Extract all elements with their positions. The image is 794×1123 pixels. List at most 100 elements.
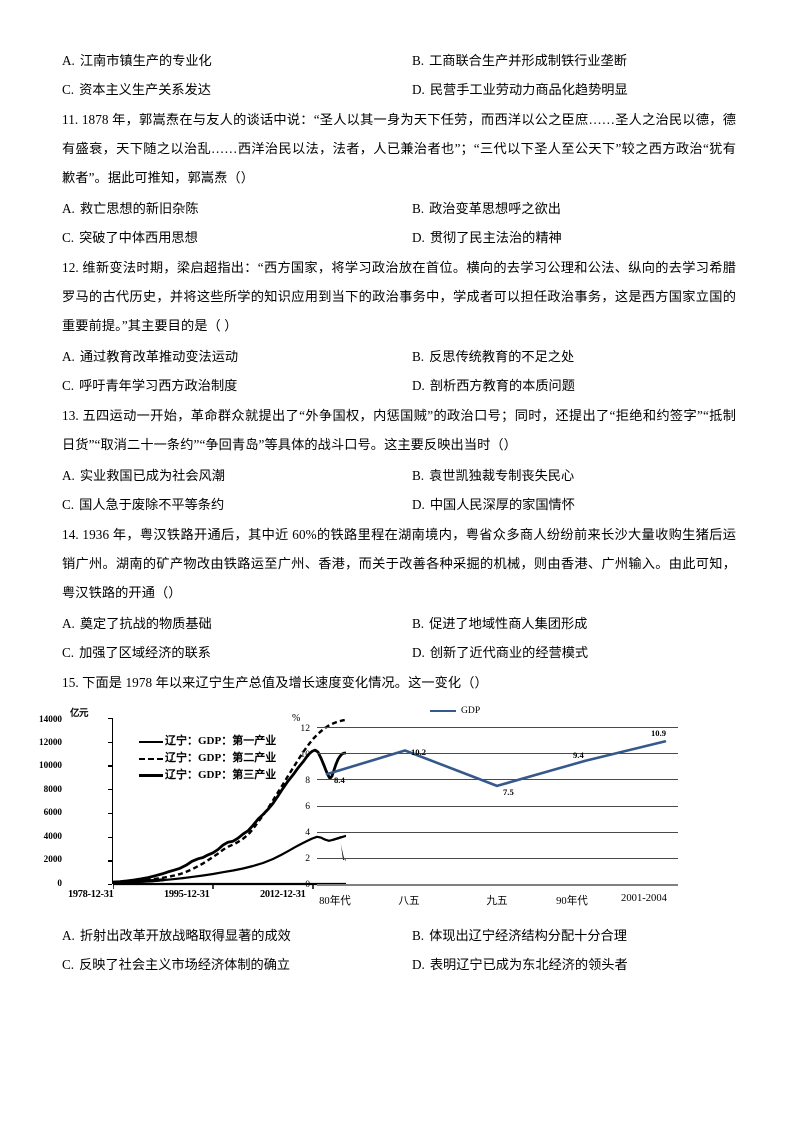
option-text: 体现出辽宁经济结构分配十分合理 [429,928,627,943]
y-tick-label: 0 [57,878,62,888]
question-block-q14: 14. 1936 年，粤汉铁路开通后，其中近 60%的铁路里程在湖南境内，粤省众… [62,520,736,667]
option-text: 表明辽宁已成为东北经济的领头者 [429,957,628,972]
option-key: A. [62,928,75,943]
question-stem: 12. 维新变法时期，梁启超指出：“西方国家，将学习政治放在首位。横向的去学习公… [62,260,736,333]
option-a[interactable]: A. 奠定了抗战的物质基础 [62,609,402,638]
option-d[interactable]: D. 创新了近代商业的经营模式 [402,638,736,667]
option-b[interactable]: B. 政治变革思想呼之欲出 [402,194,736,223]
option-text: 民营手工业劳动力商品化趋势明显 [429,82,628,97]
gridline [317,727,678,728]
option-key: D. [412,497,425,512]
option-row: C. 呼吁青年学习西方政治制度 D. 剖析西方教育的本质问题 [62,371,736,400]
option-text: 反映了社会主义市场经济体制的确立 [79,957,291,972]
gridline [317,805,678,807]
option-d[interactable]: D. 表明辽宁已成为东北经济的领头者 [402,950,736,979]
option-row: C. 突破了中体西用思想 D. 贯彻了民主法治的精神 [62,223,736,252]
option-key: D. [412,378,425,393]
question-block-q13: 13. 五四运动一开始，革命群众就提出了“外争国权，内惩国贼”的政治口号；同时，… [62,401,736,519]
y-tick-label: 2 [305,853,310,864]
option-text: 救亡思想的新旧杂陈 [79,201,199,216]
data-label: 8.4 [334,775,345,785]
x-tick-label: 1995-12-31 [164,889,210,900]
option-text: 折射出改革开放战略取得显著的成效 [79,928,291,943]
left-chart-lines [113,718,346,889]
y-tick [108,836,112,838]
option-text: 江南市镇生产的专业化 [79,53,212,68]
option-row: C. 资本主义生产关系发达 D. 民营手工业劳动力商品化趋势明显 [62,75,736,104]
x-tick-label: 八五 [398,896,420,907]
option-b[interactable]: B. 反思传统教育的不足之处 [402,342,736,371]
data-label: 10.9 [651,728,667,738]
option-a[interactable]: A. 救亡思想的新旧杂陈 [62,194,402,223]
option-a[interactable]: A. 实业救国已成为社会风潮 [62,461,402,490]
option-d[interactable]: D. 中国人民深厚的家国情怀 [402,490,736,519]
y-tick-label: 10000 [39,760,62,770]
option-a[interactable]: A. 折射出改革开放战略取得显著的成效 [62,921,402,950]
x-tick-label: 1978-12-31 [68,889,114,900]
option-key: D. [412,957,425,972]
y-tick [108,765,112,767]
option-text: 工商联合生产并形成制铁行业垄断 [429,53,627,68]
y-tick-label: 8 [305,775,310,786]
option-b[interactable]: B. 工商联合生产并形成制铁行业垄断 [402,46,736,75]
option-text: 袁世凯独裁专制丧失民心 [429,468,575,483]
gridline [317,857,678,859]
option-key: C. [62,82,75,97]
option-row: A. 通过教育改革推动变法运动 B. 反思传统教育的不足之处 [62,342,736,371]
option-text: 实业救国已成为社会风潮 [79,468,225,483]
option-c[interactable]: C. 反映了社会主义市场经济体制的确立 [62,950,402,979]
option-key: B. [412,53,425,68]
option-text: 促进了地域性商人集团形成 [429,616,588,631]
chart-liaoning-gdp-by-industry: 亿元 14000 12000 10000 8000 6000 4000 2000… [39,703,364,919]
legend-label: GDP [461,705,481,716]
chart-liaoning-gdp-growth-rate: % GDP 12 10 8 6 4 2 0 [278,703,684,919]
option-text: 政治变革思想呼之欲出 [429,201,561,216]
option-c[interactable]: C. 资本主义生产关系发达 [62,75,402,104]
option-d[interactable]: D. 贯彻了民主法治的精神 [402,223,736,252]
gridline [317,779,678,781]
y-tick-label: 6000 [43,807,62,817]
option-d[interactable]: D. 民营手工业劳动力商品化趋势明显 [402,75,736,104]
option-d[interactable]: D. 剖析西方教育的本质问题 [402,371,736,400]
y-tick [108,860,112,862]
y-tick [108,883,112,885]
y-tick-label: 4 [305,827,310,838]
option-text: 资本主义生产关系发达 [79,82,211,97]
option-text: 国人急于废除不平等条约 [79,497,225,512]
legend-label: 辽宁：GDP：第二产业 [165,752,277,764]
y-tick [108,718,112,720]
data-label: 9.4 [573,750,584,760]
option-text: 中国人民深厚的家国情怀 [429,497,575,512]
data-label: 10.2 [411,747,427,757]
option-c[interactable]: C. 呼吁青年学习西方政治制度 [62,371,402,400]
x-tick-label: 九五 [486,896,508,907]
option-text: 剖析西方教育的本质问题 [429,378,575,393]
option-c[interactable]: C. 突破了中体西用思想 [62,223,402,252]
legend-item-tertiary-industry: 辽宁：GDP：第三产业 [139,767,276,784]
option-c[interactable]: C. 国人急于废除不平等条约 [62,490,402,519]
option-a[interactable]: A. 通过教育改革推动变法运动 [62,342,402,371]
legend-swatch-solid-thin-icon [139,740,163,743]
option-row: A. 救亡思想的新旧杂陈 B. 政治变革思想呼之欲出 [62,194,736,223]
option-a[interactable]: A. 江南市镇生产的专业化 [62,46,402,75]
option-row: A. 奠定了抗战的物质基础 B. 促进了地域性商人集团形成 [62,609,736,638]
option-row: C. 加强了区域经济的联系 D. 创新了近代商业的经营模式 [62,638,736,667]
option-key: A. [62,468,75,483]
question-block-q15: 15. 下面是 1978 年以来辽宁生产总值及增长速度变化情况。这一变化（） 亿… [39,668,736,979]
option-c[interactable]: C. 加强了区域经济的联系 [62,638,402,667]
option-key: B. [412,616,425,631]
question-stem: 14. 1936 年，粤汉铁路开通后，其中近 60%的铁路里程在湖南境内，粤省众… [62,527,736,600]
option-key: B. [412,928,425,943]
question-stem: 11. 1878 年，郭嵩焘在与友人的谈话中说：“圣人以其一身为天下任劳，而西洋… [62,112,736,185]
option-key: C. [62,497,75,512]
option-b[interactable]: B. 促进了地域性商人集团形成 [402,609,736,638]
question-stem: 13. 五四运动一开始，革命群众就提出了“外争国权，内惩国贼”的政治口号；同时，… [62,408,736,452]
y-tick-label: 0 [305,879,310,890]
legend-item-primary-industry: 辽宁：GDP：第一产业 [139,733,276,750]
option-b[interactable]: B. 袁世凯独裁专制丧失民心 [402,461,736,490]
option-key: D. [412,82,425,97]
y-tick-label: 12 [300,723,310,734]
option-b[interactable]: B. 体现出辽宁经济结构分配十分合理 [402,921,736,950]
option-row: A. 折射出改革开放战略取得显著的成效 B. 体现出辽宁经济结构分配十分合理 [62,921,736,950]
